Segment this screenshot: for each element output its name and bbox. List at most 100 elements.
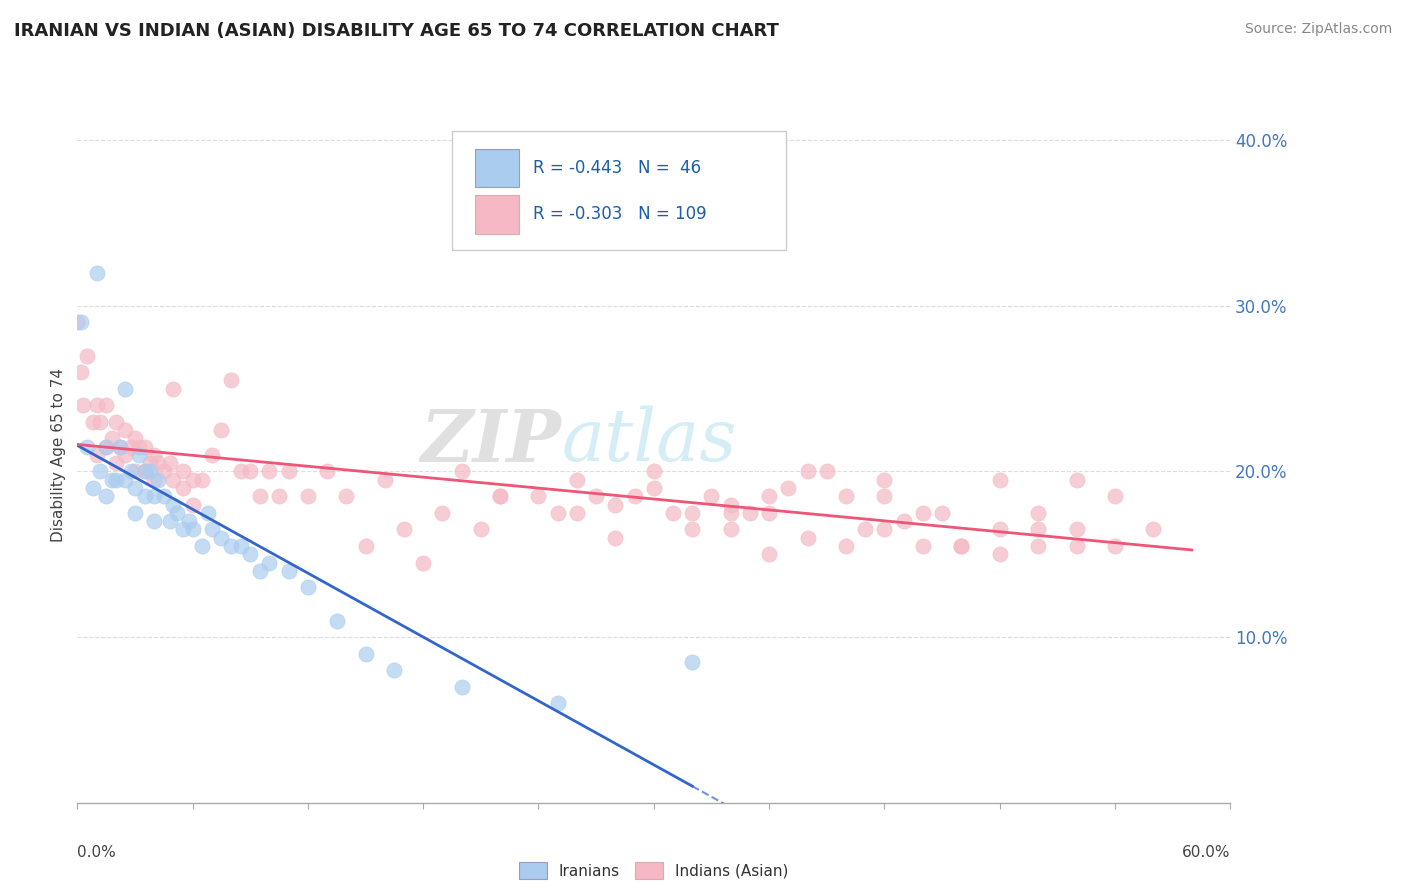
Point xyxy=(1104,489,1126,503)
Point xyxy=(124,465,146,479)
Point xyxy=(162,498,184,512)
Y-axis label: Disability Age 65 to 74: Disability Age 65 to 74 xyxy=(51,368,66,542)
Point xyxy=(796,531,818,545)
Point xyxy=(527,489,550,503)
Point xyxy=(172,481,194,495)
Point xyxy=(211,423,233,437)
Point xyxy=(89,415,111,429)
Point xyxy=(229,465,252,479)
Point xyxy=(181,523,204,537)
Point xyxy=(108,440,131,454)
Point xyxy=(159,514,181,528)
Point xyxy=(114,448,136,462)
Point xyxy=(354,647,377,661)
Point xyxy=(893,514,915,528)
Point xyxy=(565,473,588,487)
Point xyxy=(758,489,780,503)
Point xyxy=(277,465,299,479)
Point xyxy=(643,481,665,495)
Point xyxy=(382,663,406,677)
Point xyxy=(720,523,742,537)
Point xyxy=(134,465,156,479)
Point xyxy=(277,564,299,578)
Point xyxy=(316,465,339,479)
Point xyxy=(796,465,818,479)
Point xyxy=(1066,473,1088,487)
Bar xyxy=(475,195,519,234)
Point xyxy=(146,473,169,487)
Point xyxy=(1104,539,1126,553)
Point xyxy=(124,481,146,495)
Point xyxy=(101,473,124,487)
Point xyxy=(153,489,174,503)
Point xyxy=(853,523,876,537)
Point xyxy=(720,498,742,512)
Point xyxy=(82,415,104,429)
Point xyxy=(623,489,645,503)
Point xyxy=(450,465,472,479)
Point xyxy=(128,448,150,462)
Point xyxy=(139,465,162,479)
Text: IRANIAN VS INDIAN (ASIAN) DISABILITY AGE 65 TO 74 CORRELATION CHART: IRANIAN VS INDIAN (ASIAN) DISABILITY AGE… xyxy=(14,22,779,40)
Point xyxy=(1142,523,1164,537)
Point xyxy=(172,523,194,537)
Point xyxy=(70,315,93,329)
Point xyxy=(181,498,204,512)
Point xyxy=(86,448,108,462)
Point xyxy=(297,489,319,503)
Point xyxy=(120,465,142,479)
Point xyxy=(108,440,131,454)
Point xyxy=(873,523,896,537)
Point xyxy=(758,506,780,520)
Point xyxy=(114,382,136,396)
Point xyxy=(124,506,146,520)
Point xyxy=(873,489,896,503)
Point xyxy=(166,506,188,520)
Point xyxy=(134,440,156,454)
Point xyxy=(681,506,703,520)
Point xyxy=(267,489,291,503)
Point xyxy=(101,431,124,445)
Point xyxy=(1066,539,1088,553)
Point xyxy=(988,547,1011,561)
Point xyxy=(450,680,472,694)
Point xyxy=(911,506,934,520)
Point xyxy=(96,440,117,454)
Point xyxy=(191,539,214,553)
Point xyxy=(197,506,219,520)
Point xyxy=(643,465,665,479)
Point xyxy=(76,440,98,454)
Text: Source: ZipAtlas.com: Source: ZipAtlas.com xyxy=(1244,22,1392,37)
Text: R = -0.443   N =  46: R = -0.443 N = 46 xyxy=(533,159,700,177)
Point xyxy=(134,489,156,503)
Point xyxy=(249,489,271,503)
Point xyxy=(354,539,377,553)
Point xyxy=(738,506,761,520)
Point xyxy=(259,465,281,479)
Point xyxy=(470,523,492,537)
Point xyxy=(211,531,233,545)
Point xyxy=(104,415,127,429)
Text: 0.0%: 0.0% xyxy=(77,845,117,860)
Point xyxy=(72,398,94,412)
Point xyxy=(162,382,184,396)
Point xyxy=(911,539,934,553)
Point xyxy=(104,473,127,487)
Text: 60.0%: 60.0% xyxy=(1182,845,1230,860)
Point xyxy=(82,481,104,495)
Point xyxy=(181,473,204,487)
Point xyxy=(374,473,396,487)
Point xyxy=(76,349,98,363)
Point xyxy=(392,523,415,537)
Point xyxy=(335,489,357,503)
Point xyxy=(86,266,108,280)
Point xyxy=(104,456,127,470)
Point xyxy=(605,498,627,512)
Point xyxy=(219,373,242,387)
Bar xyxy=(475,149,519,187)
Point xyxy=(134,465,156,479)
Point xyxy=(66,315,89,329)
Point xyxy=(143,514,166,528)
Point xyxy=(172,465,194,479)
Point xyxy=(432,506,454,520)
